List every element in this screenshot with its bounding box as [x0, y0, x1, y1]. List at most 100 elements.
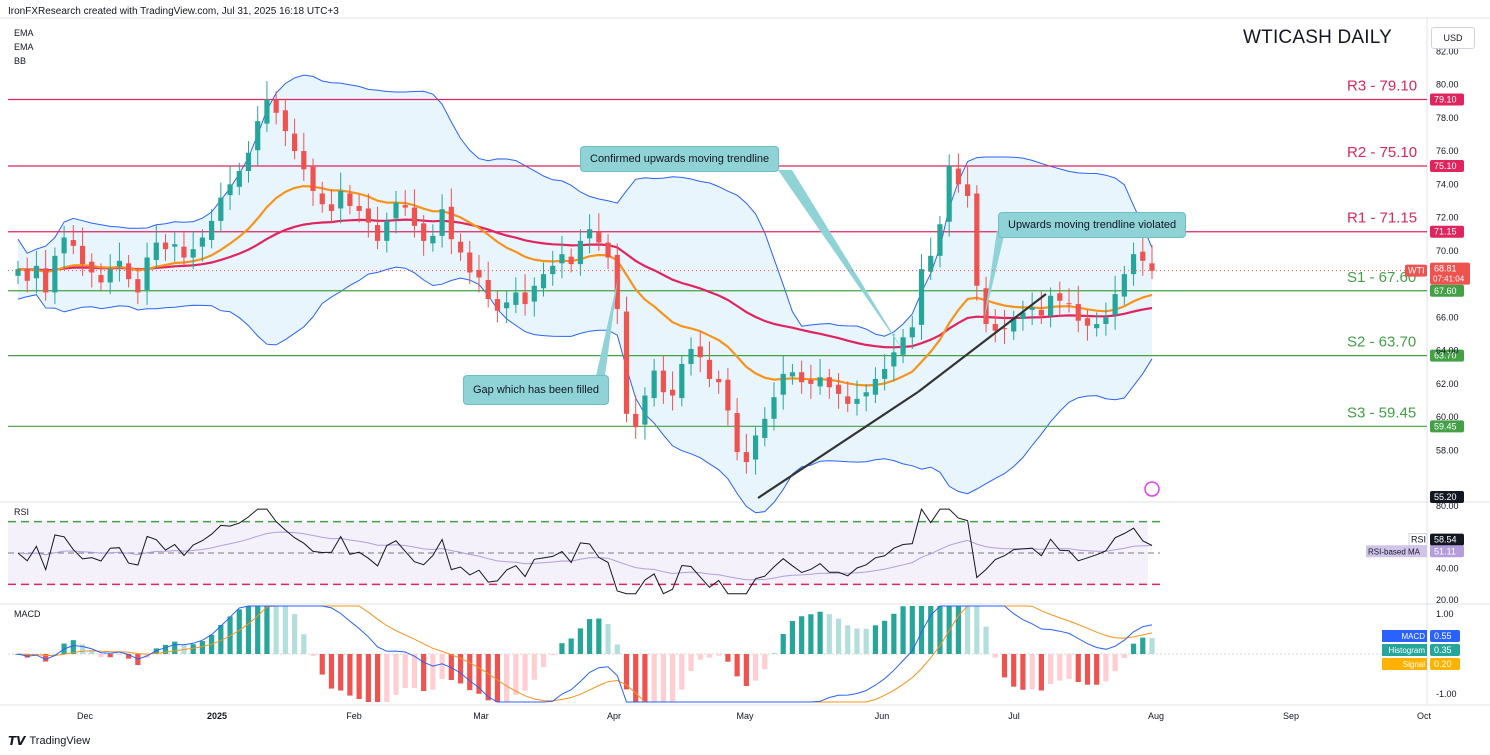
macd-histogram-bar: [716, 654, 722, 656]
candle-body: [817, 377, 823, 387]
rsi-name: RSI: [1411, 535, 1426, 545]
macd-histogram-bar: [1140, 637, 1146, 654]
candle-body: [550, 265, 556, 275]
candle-body: [974, 193, 980, 286]
candle-body: [789, 372, 796, 377]
macd-histogram-bar: [725, 654, 731, 662]
time-tick-label: Dec: [77, 711, 94, 721]
macd-histogram-bar: [365, 654, 371, 702]
macd-histogram-bar: [153, 648, 159, 654]
rsi-value-badge: [1430, 533, 1464, 546]
candle-body: [79, 245, 86, 265]
candle-body: [476, 269, 482, 278]
macd-histogram-bar: [771, 652, 777, 654]
candle-body: [900, 337, 906, 355]
candle-body: [1112, 294, 1118, 315]
macd-legend-value-0: 0.55: [1434, 631, 1452, 641]
candle-body: [1020, 312, 1026, 320]
candle-body: [596, 231, 602, 243]
candle-body: [24, 269, 30, 281]
macd-histogram-bar: [328, 654, 335, 689]
candle-body: [568, 256, 574, 265]
macd-histogram-bar: [918, 606, 925, 654]
macd-histogram-bar: [218, 624, 224, 654]
header-created-text: IronFXResearch created with TradingView.…: [8, 6, 339, 17]
macd-legend-badge-0: [1382, 630, 1427, 642]
footer-brand[interactable]: 𝙏𝙑 TradingView: [8, 734, 90, 748]
macd-histogram-bar: [891, 613, 897, 654]
candle-body: [273, 99, 279, 113]
macd-histogram-bar: [273, 606, 279, 654]
candle-body: [826, 377, 832, 388]
indicator-bb-label[interactable]: BB: [14, 56, 27, 66]
rsi-tick-label: 40.00: [1436, 564, 1459, 574]
macd-histogram-bar: [1149, 638, 1155, 654]
macd-histogram-bar: [43, 654, 49, 662]
level-label-4: S2 - 63.70: [1347, 334, 1416, 351]
candle-body: [439, 209, 445, 236]
indicator-ema-fast-label[interactable]: EMA: [14, 28, 34, 38]
price-tick-label: 72.00: [1436, 213, 1459, 223]
candle-body: [1029, 307, 1035, 310]
candle-body: [421, 223, 427, 241]
level-label-2: R1 - 71.15: [1347, 210, 1417, 227]
macd-legend-value-badge-0: [1430, 630, 1460, 642]
candle-body: [1011, 319, 1017, 332]
macd-legend-badge-1: [1382, 644, 1427, 656]
currency-button[interactable]: USD: [1431, 27, 1475, 49]
time-tick-label: Mar: [473, 711, 489, 721]
macd-histogram-bar: [236, 609, 242, 654]
macd-histogram-bar: [1011, 654, 1017, 687]
macd-histogram-bar: [227, 616, 233, 654]
candle-body: [411, 207, 418, 226]
candle-body: [992, 324, 998, 331]
macd-histogram-bar: [688, 654, 694, 671]
macd-histogram-bar: [89, 650, 95, 654]
macd-histogram-bar: [762, 654, 768, 670]
macd-legend-name-0: MACD: [1401, 632, 1425, 641]
macd-histogram-bar: [172, 641, 178, 654]
candle-body: [430, 235, 436, 244]
axis-low-badge-text: 55.20: [1434, 492, 1457, 502]
macd-histogram-bar: [1084, 654, 1091, 685]
bollinger-upper-line: [17, 74, 1153, 337]
macd-histogram-bar: [605, 624, 611, 654]
time-tick-label: May: [736, 711, 754, 721]
macd-histogram-bar: [1047, 654, 1054, 685]
indicator-ema-slow-label[interactable]: EMA: [14, 42, 34, 52]
macd-histogram-bar: [457, 654, 464, 684]
macd-legend-value-1: 0.35: [1434, 645, 1452, 655]
candle-body: [135, 279, 141, 293]
candle-body: [504, 302, 510, 309]
price-tick-label: 70.00: [1436, 246, 1459, 256]
candle-body: [282, 110, 288, 132]
candle-body: [245, 152, 252, 172]
level-badge-text-3: 67.60: [1434, 286, 1457, 296]
macd-histogram-bar: [872, 625, 879, 654]
macd-histogram-bar: [384, 654, 390, 702]
candle-body: [928, 255, 934, 272]
macd-histogram-bar: [301, 634, 307, 654]
price-tick-label: 64.00: [1436, 346, 1459, 356]
macd-histogram-bar: [623, 654, 630, 690]
price-tick-label: 76.00: [1436, 146, 1459, 156]
candle-body: [144, 257, 150, 290]
macd-histogram-bar: [799, 616, 805, 654]
macd-histogram-bar: [1066, 654, 1072, 679]
macd-histogram-bar: [559, 643, 565, 654]
time-tick-label: Jun: [875, 711, 890, 721]
level-badge-1: [1430, 160, 1464, 173]
candle-body: [1057, 293, 1063, 301]
level-badge-text-4: 63.70: [1434, 351, 1457, 361]
candle-body: [734, 413, 740, 453]
macd-histogram-bar: [633, 654, 639, 702]
callout-pointer-violated: [984, 230, 1004, 320]
rsi-tick-label: 20.00: [1436, 595, 1459, 605]
macd-histogram-bar: [338, 654, 344, 691]
macd-histogram-bar: [1075, 654, 1081, 683]
candle-body: [531, 285, 537, 302]
candle-body: [347, 193, 353, 206]
macd-histogram-bar: [485, 654, 491, 701]
macd-histogram-bar: [522, 654, 528, 691]
last-price-symbol: WTI: [1408, 266, 1425, 276]
